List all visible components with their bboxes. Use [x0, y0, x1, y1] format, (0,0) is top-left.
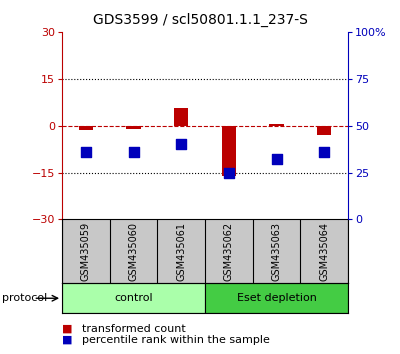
Text: GSM435063: GSM435063	[272, 222, 282, 281]
Text: GSM435061: GSM435061	[176, 222, 186, 281]
Bar	[126, 126, 141, 129]
Point	[226, 170, 232, 176]
Bar	[62, 283, 205, 313]
Text: GSM435062: GSM435062	[224, 222, 234, 281]
Text: protocol: protocol	[2, 293, 47, 303]
Text: GSM435060: GSM435060	[128, 222, 138, 281]
Text: GSM435064: GSM435064	[319, 222, 329, 281]
Text: ■: ■	[62, 335, 72, 345]
Point	[83, 149, 89, 155]
Text: ■: ■	[62, 324, 72, 333]
Text: GDS3599 / scl50801.1.1_237-S: GDS3599 / scl50801.1.1_237-S	[92, 12, 308, 27]
Point	[321, 149, 327, 155]
Point	[130, 149, 137, 155]
Text: GSM435059: GSM435059	[81, 222, 91, 281]
Bar	[222, 126, 236, 176]
Bar	[205, 283, 348, 313]
Text: transformed count: transformed count	[82, 324, 186, 333]
Text: control: control	[114, 293, 153, 303]
Point	[273, 156, 280, 161]
Bar	[174, 108, 188, 126]
Bar	[269, 124, 284, 126]
Point	[178, 142, 184, 147]
Text: Eset depletion: Eset depletion	[236, 293, 316, 303]
Bar	[79, 126, 93, 130]
Bar	[317, 126, 331, 135]
Text: percentile rank within the sample: percentile rank within the sample	[82, 335, 270, 345]
